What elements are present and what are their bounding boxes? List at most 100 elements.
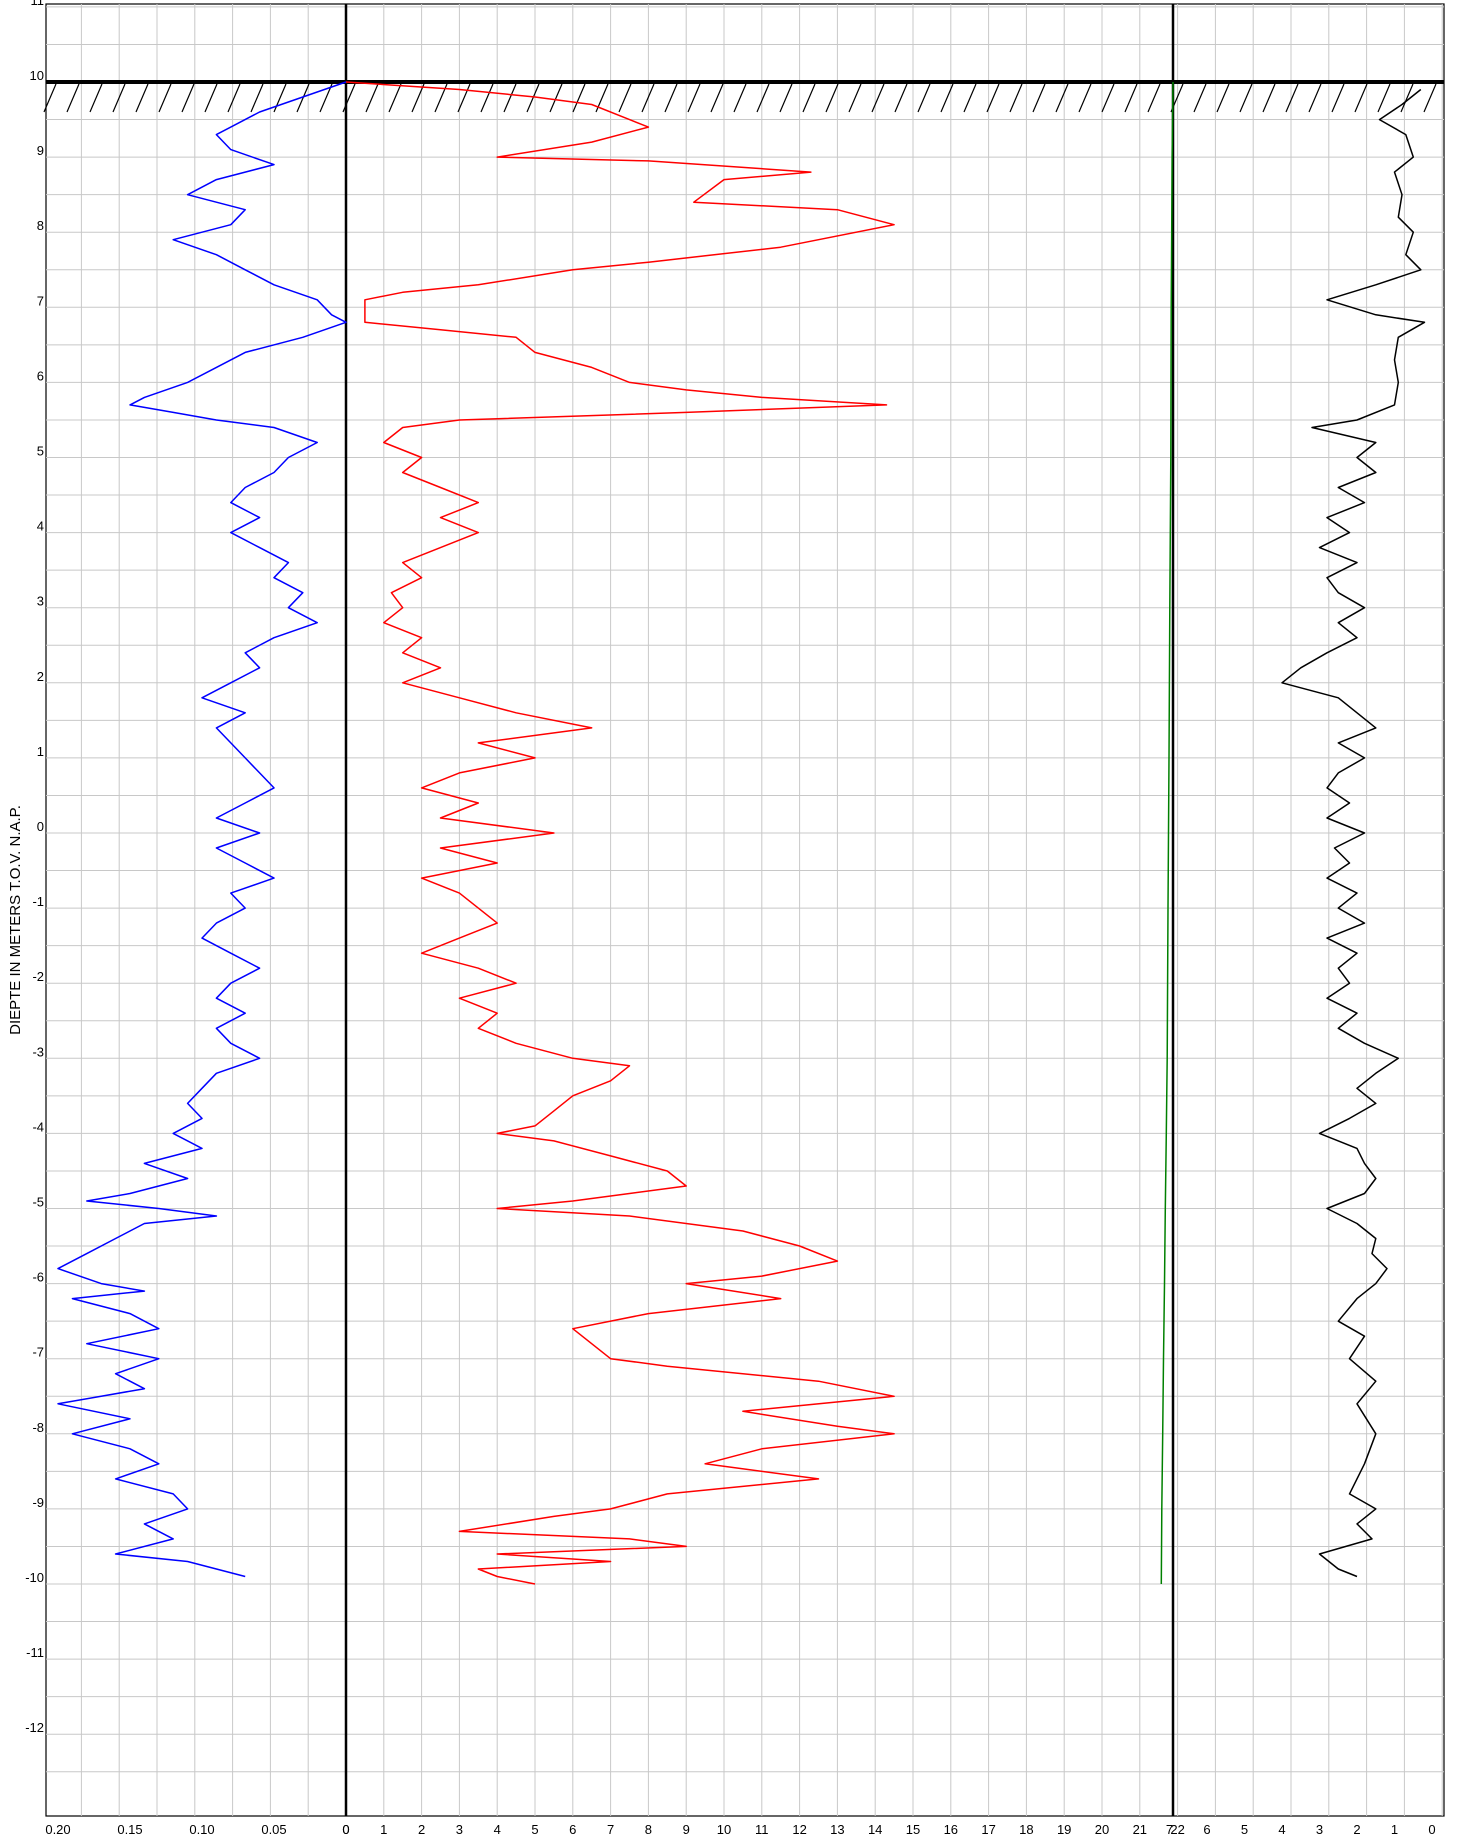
y-tick-label: 3	[37, 594, 44, 609]
hatch-mark	[1078, 83, 1092, 113]
hatch-mark	[1354, 83, 1368, 113]
x-tick-label: 21	[1133, 1822, 1147, 1837]
hatch-mark	[940, 83, 954, 113]
y-tick-label: 4	[37, 519, 44, 534]
x-tick-label: 0.20	[45, 1822, 70, 1837]
hatch-mark	[756, 83, 770, 113]
x-tick-label: 6	[569, 1822, 576, 1837]
hatch-mark	[1055, 83, 1069, 113]
x-tick-label: 2	[1353, 1822, 1360, 1837]
hatch-mark	[1124, 83, 1138, 113]
hatch-mark	[526, 83, 540, 113]
hatch-mark	[388, 83, 402, 113]
y-tick-label: -12	[25, 1720, 44, 1735]
y-tick-label: -2	[32, 969, 44, 984]
hatch-mark	[1193, 83, 1207, 113]
hatch-mark	[365, 83, 379, 113]
x-tick-label: 16	[944, 1822, 958, 1837]
series-line-friction	[57, 81, 347, 1578]
hatch-mark	[986, 83, 1000, 113]
hatch-mark	[572, 83, 586, 113]
hatch-mark	[112, 83, 126, 113]
x-tick-label: 4	[1278, 1822, 1285, 1837]
x-tick-label: 12	[792, 1822, 806, 1837]
hatch-mark	[1262, 83, 1276, 113]
hatch-mark	[43, 83, 57, 113]
y-tick-label: 10	[30, 68, 44, 83]
hatch-mark	[779, 83, 793, 113]
x-tick-label: 15	[906, 1822, 920, 1837]
hatch-mark	[204, 83, 218, 113]
x-tick-label: 10	[717, 1822, 731, 1837]
hatch-mark	[1216, 83, 1230, 113]
y-tick-label: -10	[25, 1570, 44, 1585]
x-tick-label: 0.10	[189, 1822, 214, 1837]
hatch-mark	[710, 83, 724, 113]
x-tick-label: 1	[380, 1822, 387, 1837]
y-tick-label: 9	[37, 143, 44, 158]
series-line-inclination	[1160, 81, 1174, 1585]
x-tick-label: 9	[683, 1822, 690, 1837]
y-tick-label: 2	[37, 669, 44, 684]
hatch-mark	[825, 83, 839, 113]
hatch-mark	[250, 83, 264, 113]
y-tick-label: -5	[32, 1195, 44, 1210]
y-tick-label: -1	[32, 894, 44, 909]
hatch-mark	[917, 83, 931, 113]
y-tick-label: -6	[32, 1270, 44, 1285]
x-tick-label: 0	[342, 1822, 349, 1837]
hatch-mark	[1377, 83, 1391, 113]
x-tick-label: 1	[1391, 1822, 1398, 1837]
x-tick-label: 7	[607, 1822, 614, 1837]
hatch-mark	[1009, 83, 1023, 113]
hatch-mark	[618, 83, 632, 113]
y-tick-label: 5	[37, 444, 44, 459]
x-tick-label: 8	[645, 1822, 652, 1837]
x-tick-label: 4	[494, 1822, 501, 1837]
hatch-mark	[733, 83, 747, 113]
y-tick-label: 11	[31, 0, 45, 8]
hatch-mark	[1285, 83, 1299, 113]
x-tick-label: 2	[418, 1822, 425, 1837]
hatch-mark	[296, 83, 310, 113]
hatch-mark	[1400, 83, 1414, 113]
hatch-mark	[848, 83, 862, 113]
x-tick-label: 22	[1170, 1822, 1184, 1837]
x-tick-label: 0	[342, 1822, 349, 1837]
x-tick-label: 3	[456, 1822, 463, 1837]
hatch-mark	[549, 83, 563, 113]
hatch-mark	[135, 83, 149, 113]
series-line-cone	[345, 81, 895, 1585]
y-tick-label: 0	[37, 819, 44, 834]
hatch-mark	[687, 83, 701, 113]
x-tick-label: 0.05	[261, 1822, 286, 1837]
x-tick-label: 11	[755, 1822, 769, 1837]
x-tick-label: 14	[868, 1822, 882, 1837]
hatch-mark	[158, 83, 172, 113]
hatch-mark	[457, 83, 471, 113]
hatch-mark	[1331, 83, 1345, 113]
hatch-mark	[664, 83, 678, 113]
y-tick-label: 1	[37, 744, 44, 759]
x-tick-label: 5	[531, 1822, 538, 1837]
y-tick-label: 6	[37, 368, 44, 383]
hatch-mark	[503, 83, 517, 113]
series-layer	[57, 81, 1426, 1585]
hatch-mark	[273, 83, 287, 113]
hatch-mark	[411, 83, 425, 113]
hatch-mark	[894, 83, 908, 113]
x-tick-label: 20	[1095, 1822, 1109, 1837]
y-tick-label: 7	[37, 293, 44, 308]
hatch-mark	[1032, 83, 1046, 113]
hatch-mark	[963, 83, 977, 113]
x-tick-label: 19	[1057, 1822, 1071, 1837]
hatch-mark	[871, 83, 885, 113]
y-tick-label: -9	[32, 1495, 44, 1510]
y-axis-label: DIEPTE IN METERS T.O.V. N.A.P.	[7, 805, 24, 1035]
x-tick-label: 5	[1241, 1822, 1248, 1837]
y-tick-label: -7	[32, 1345, 44, 1360]
y-tick-label: 8	[37, 218, 44, 233]
y-tick-label: -4	[32, 1119, 44, 1134]
hatch-mark	[181, 83, 195, 113]
